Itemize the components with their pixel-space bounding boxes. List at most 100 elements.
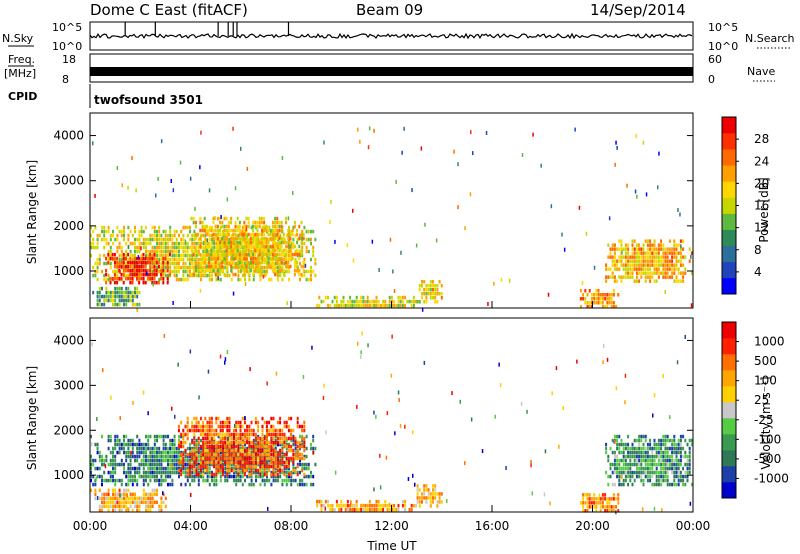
- heatmap-cell: [631, 482, 634, 487]
- heatmap-cell: [138, 260, 141, 265]
- heatmap-cell: [653, 271, 656, 275]
- heatmap-cell: [584, 501, 587, 505]
- heatmap-cell: [182, 261, 185, 266]
- heatmap-cell: [162, 229, 165, 234]
- heatmap-cell: [140, 276, 143, 281]
- heatmap-cell: [241, 456, 244, 461]
- heatmap-cell: [94, 273, 97, 278]
- heatmap-cell: [221, 244, 224, 249]
- heatmap-cell: [105, 286, 108, 291]
- heatmap-cell: [629, 267, 632, 271]
- heatmap-cell: [136, 478, 139, 483]
- heatmap-cell: [208, 228, 211, 233]
- heatmap-speck: [373, 487, 375, 492]
- heatmap-cell: [257, 470, 260, 475]
- heatmap-cell: [244, 454, 246, 459]
- colorbar-tick-label: 100: [754, 374, 777, 388]
- heatmap-cell: [267, 232, 270, 237]
- heatmap-cell: [197, 446, 200, 451]
- heatmap-cell: [223, 260, 226, 265]
- heatmap-cell: [627, 442, 630, 447]
- heatmap-cell: [272, 452, 275, 457]
- heatmap-cell: [279, 420, 282, 425]
- heatmap-cell: [270, 432, 273, 437]
- heatmap-cell: [151, 245, 154, 250]
- heatmap-cell: [219, 448, 222, 453]
- heatmap-cell: [679, 251, 682, 255]
- heatmap-cell: [134, 466, 136, 471]
- heatmap-cell: [202, 448, 205, 453]
- heatmap-cell: [167, 470, 169, 475]
- heatmap-cell: [131, 492, 134, 497]
- heatmap-cell: [226, 468, 229, 473]
- heatmap-cell: [129, 500, 132, 505]
- heatmap-cell: [627, 446, 630, 451]
- heatmap-cell: [204, 456, 207, 461]
- heatmap-cell: [232, 444, 235, 449]
- heatmap-cell: [624, 442, 627, 447]
- heatmap-cell: [228, 456, 231, 461]
- heatmap-cell: [219, 444, 222, 449]
- heatmap-cell: [616, 442, 619, 447]
- heatmap-cell: [606, 305, 609, 309]
- heatmap-cell: [375, 507, 378, 512]
- heatmap-cell: [221, 220, 224, 225]
- heatmap-cell: [401, 303, 404, 308]
- heatmap-cell: [188, 468, 191, 473]
- x-tick-label: 08:00: [274, 519, 309, 533]
- heatmap-speck: [240, 146, 242, 151]
- heatmap-cell: [340, 507, 343, 512]
- heatmap-cell: [153, 233, 156, 238]
- heatmap-cell: [157, 264, 160, 269]
- heatmap-cell: [153, 245, 156, 250]
- heatmap-cell: [618, 442, 621, 447]
- heatmap-cell: [657, 454, 660, 459]
- heatmap-cell: [290, 474, 293, 479]
- heatmap-cell: [271, 256, 274, 261]
- heatmap-cell: [221, 424, 224, 429]
- heatmap-cell: [175, 466, 178, 471]
- heatmap-cell: [283, 466, 286, 471]
- heatmap-cell: [208, 458, 211, 463]
- heatmap-cell: [182, 428, 185, 433]
- heatmap-cell: [169, 466, 172, 471]
- heatmap-cell: [142, 237, 145, 242]
- heatmap-cell: [268, 458, 271, 463]
- heatmap-cell: [164, 466, 167, 471]
- heatmap-cell: [219, 225, 222, 230]
- heatmap-cell: [127, 454, 130, 459]
- heatmap-cell: [250, 462, 253, 467]
- heatmap-cell: [158, 225, 161, 230]
- heatmap-cell: [660, 271, 663, 275]
- heatmap-cell: [272, 450, 275, 455]
- heatmap-cell: [123, 302, 125, 307]
- heatmap-cell: [233, 462, 235, 467]
- heatmap-speck: [127, 185, 129, 190]
- heatmap-cell: [151, 269, 154, 274]
- heatmap-cell: [673, 247, 676, 251]
- heatmap-cell: [105, 492, 108, 497]
- heatmap-cell: [112, 496, 114, 501]
- heatmap-cell: [147, 470, 150, 475]
- heatmap-cell: [366, 303, 369, 308]
- heatmap-cell: [153, 500, 156, 505]
- heatmap-cell: [151, 446, 154, 451]
- heatmap-cell: [258, 216, 261, 221]
- heatmap-cell: [401, 503, 404, 508]
- heatmap-cell: [120, 294, 123, 299]
- heatmap-cell: [609, 267, 612, 271]
- heatmap-cell: [679, 454, 682, 459]
- heatmap-cell: [197, 264, 200, 269]
- heatmap-cell: [276, 464, 279, 469]
- heatmap-cell: [189, 225, 191, 230]
- heatmap-cell: [138, 249, 141, 254]
- heatmap-cell: [173, 470, 176, 475]
- heatmap-cell: [312, 446, 315, 451]
- heatmap-cell: [122, 272, 125, 277]
- heatmap-cell: [224, 460, 227, 465]
- heatmap-cell: [279, 454, 282, 459]
- heatmap-cell: [164, 233, 167, 238]
- heatmap-cell: [232, 244, 235, 249]
- heatmap-cell: [252, 452, 255, 457]
- heatmap-cell: [140, 268, 143, 273]
